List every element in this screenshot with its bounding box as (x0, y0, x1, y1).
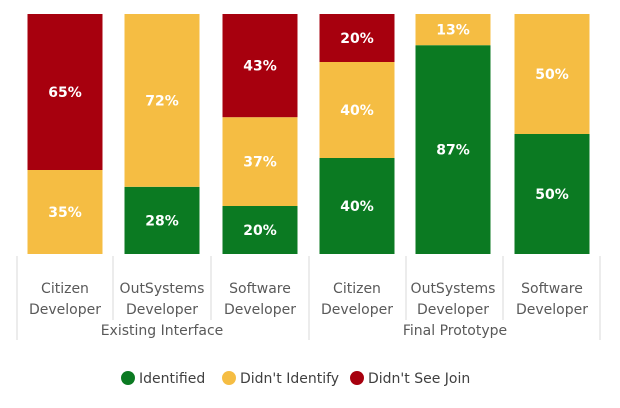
bar-3-series-1 (222, 206, 298, 254)
bar-1-series-2 (27, 170, 103, 254)
legend-marker-3 (350, 371, 364, 385)
bar-4-series-2 (319, 62, 395, 158)
data-label-2-series-2: 72% (145, 93, 179, 109)
data-label-5-series-2: 13% (436, 23, 470, 39)
category-label-5: OutSystems Developer (411, 281, 496, 318)
legend-entry-3: Didn't See Join (368, 371, 470, 387)
category-label-1: Citizen Developer (29, 281, 101, 318)
bar-6-series-2 (514, 14, 590, 134)
data-label-2-series-1: 28% (145, 213, 179, 229)
bar-2-series-2 (124, 14, 200, 187)
data-label-3-series-3: 43% (243, 59, 277, 75)
bar-2-series-1 (124, 186, 200, 254)
legend-entry-1: Identified (139, 371, 205, 387)
group-label-1: Existing Interface (101, 323, 224, 339)
category-label-3: Software Developer (224, 281, 296, 318)
bar-3-series-3 (222, 14, 298, 118)
bar-6-series-1 (514, 134, 590, 254)
bar-3-series-2 (222, 117, 298, 206)
legend-marker-1 (121, 371, 135, 385)
group-label-2: Final Prototype (403, 323, 507, 339)
bar-4-series-3 (319, 14, 395, 62)
data-label-5-series-1: 87% (436, 143, 470, 159)
data-label-6-series-2: 50% (535, 67, 569, 83)
legend-entry-2: Didn't Identify (240, 371, 339, 387)
data-label-4-series-1: 40% (340, 199, 374, 215)
bar-5-series-1 (415, 45, 491, 255)
data-label-3-series-2: 37% (243, 155, 277, 171)
category-label-2: OutSystems Developer (120, 281, 205, 318)
data-label-1-series-2: 35% (48, 205, 82, 221)
category-label-4: Citizen Developer (321, 281, 393, 318)
data-label-4-series-3: 20% (340, 31, 374, 47)
data-label-4-series-2: 40% (340, 103, 374, 119)
bar-4-series-1 (319, 158, 395, 254)
data-label-1-series-3: 65% (48, 85, 82, 101)
category-label-6: Software Developer (516, 281, 588, 318)
bar-5-series-2 (415, 14, 491, 46)
legend-marker-2 (222, 371, 236, 385)
data-label-6-series-1: 50% (535, 187, 569, 203)
data-label-3-series-1: 20% (243, 223, 277, 239)
bar-1-series-3 (27, 14, 103, 170)
